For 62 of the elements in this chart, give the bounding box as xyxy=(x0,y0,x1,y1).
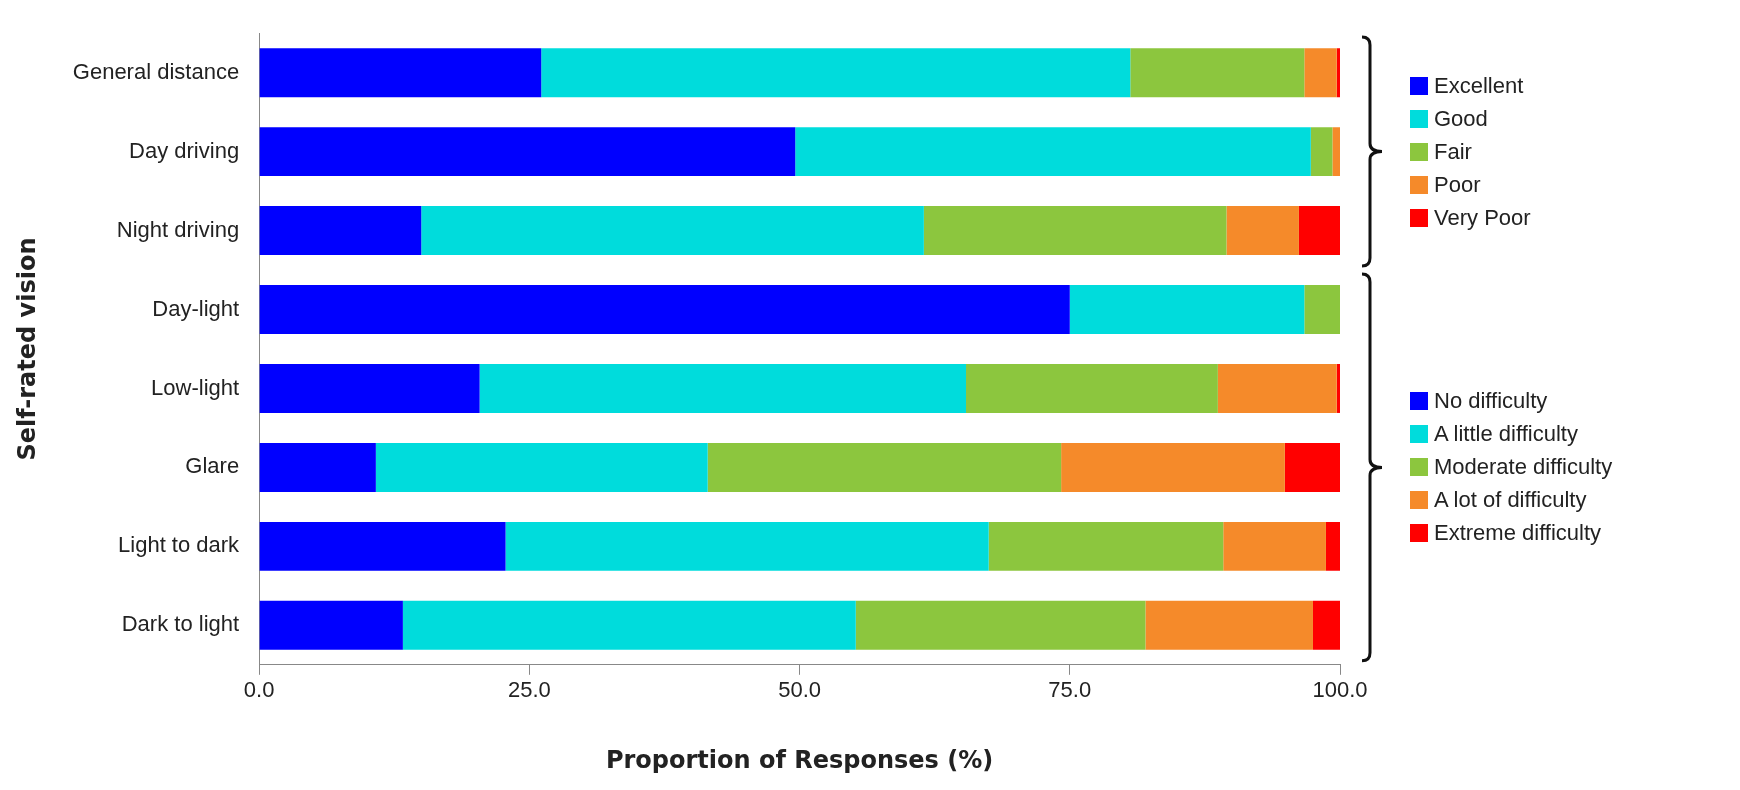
y-tick-label: General distance xyxy=(72,58,240,84)
bar xyxy=(1325,521,1340,571)
bar xyxy=(259,127,796,177)
legend-label: Good xyxy=(1434,105,1488,132)
legend-label: Very Poor xyxy=(1434,204,1531,231)
legend-label: A lot of difficulty xyxy=(1434,487,1587,514)
bar xyxy=(1226,206,1299,256)
y-tick-label: Night driving xyxy=(116,216,240,242)
bar xyxy=(505,521,989,571)
bar xyxy=(1130,48,1305,98)
x-tick-label: 0.0 xyxy=(243,677,275,703)
bar xyxy=(1312,600,1340,650)
bar xyxy=(259,364,480,413)
bar xyxy=(375,442,708,492)
legend-label: Excellent xyxy=(1434,72,1524,99)
bar xyxy=(259,442,376,492)
bar xyxy=(259,600,403,650)
y-axis-title: Self-rated vision xyxy=(12,237,41,461)
x-axis-title: Proportion of Responses (%) xyxy=(605,745,994,774)
bar xyxy=(259,206,422,256)
bar xyxy=(1069,285,1305,334)
y-tick-label: Day-light xyxy=(152,295,240,321)
bar xyxy=(259,521,506,571)
legend-label: Fair xyxy=(1434,138,1472,165)
bar xyxy=(402,600,856,650)
legend-label: Moderate difficulty xyxy=(1434,454,1613,481)
bar xyxy=(1310,127,1333,177)
y-tick-label: Dark to light xyxy=(121,611,240,637)
x-tick-label: 100.0 xyxy=(1312,677,1368,703)
bar xyxy=(1217,364,1337,413)
bar xyxy=(1336,48,1340,98)
bar xyxy=(421,206,924,256)
legend-label: No difficulty xyxy=(1434,388,1548,415)
bar xyxy=(795,127,1311,177)
legend-label: A little difficulty xyxy=(1434,421,1578,448)
y-tick-label: Day driving xyxy=(129,137,240,163)
bar xyxy=(923,206,1227,256)
bar xyxy=(259,285,1070,334)
bar xyxy=(541,48,1131,98)
x-tick-label: 50.0 xyxy=(778,677,821,703)
x-tick-label: 25.0 xyxy=(507,677,551,703)
bar xyxy=(1061,442,1285,492)
y-tick-label: Low-light xyxy=(151,374,240,400)
bar xyxy=(1145,600,1313,650)
bar xyxy=(1298,206,1340,256)
bar xyxy=(1284,442,1340,492)
bar xyxy=(1332,127,1340,177)
bar xyxy=(855,600,1146,650)
bar xyxy=(988,521,1224,571)
bar xyxy=(259,48,542,98)
bar xyxy=(1304,48,1337,98)
y-tick-label: Light to dark xyxy=(118,532,241,558)
bar xyxy=(479,364,967,413)
y-tick-label: Glare xyxy=(185,453,240,479)
bar xyxy=(1336,364,1340,413)
legend-label: Extreme difficulty xyxy=(1434,520,1602,547)
x-tick-label: 75.0 xyxy=(1048,677,1092,703)
bar xyxy=(707,442,1062,492)
bar xyxy=(966,364,1218,413)
legend-label: Poor xyxy=(1434,171,1481,198)
bar xyxy=(1223,521,1326,571)
bar xyxy=(1304,285,1340,334)
